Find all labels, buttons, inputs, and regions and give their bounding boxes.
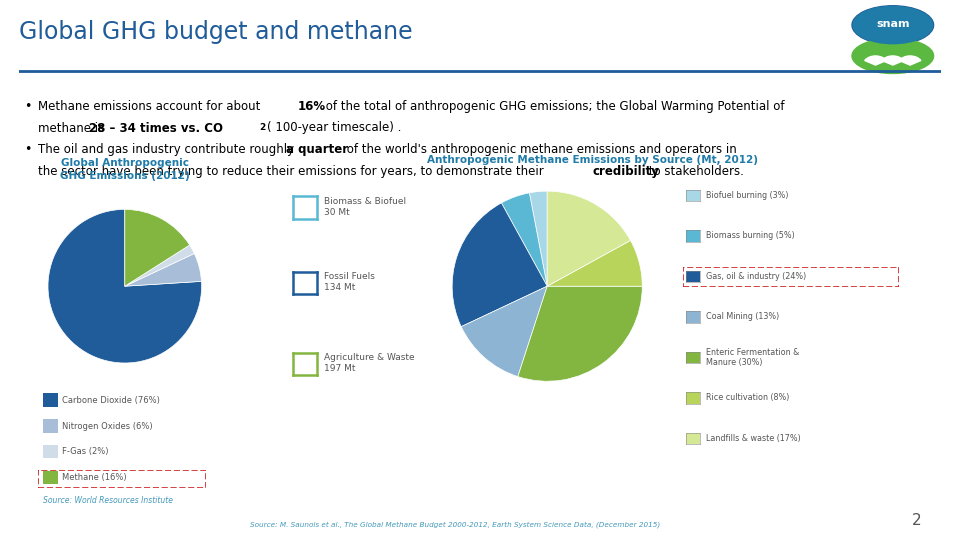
- Text: ( 100-year timescale) .: ( 100-year timescale) .: [267, 122, 401, 134]
- Text: of the total of anthropogenic GHG emissions; the Global Warming Potential of: of the total of anthropogenic GHG emissi…: [322, 100, 784, 113]
- Text: Methane emissions account for about: Methane emissions account for about: [38, 100, 265, 113]
- Wedge shape: [865, 56, 886, 65]
- Wedge shape: [547, 240, 642, 286]
- Ellipse shape: [852, 6, 932, 44]
- Text: snam: snam: [876, 19, 909, 29]
- Text: Biofuel burning (3%): Biofuel burning (3%): [706, 191, 788, 200]
- Text: Source: World Resources Institute: Source: World Resources Institute: [43, 496, 173, 505]
- Ellipse shape: [852, 38, 933, 73]
- Text: 16%: 16%: [298, 100, 325, 113]
- Text: Nitrogen Oxides (6%): Nitrogen Oxides (6%): [62, 422, 153, 430]
- Wedge shape: [900, 56, 921, 65]
- Text: Biomass burning (5%): Biomass burning (5%): [706, 232, 794, 240]
- Wedge shape: [547, 191, 631, 286]
- Wedge shape: [882, 56, 903, 65]
- Wedge shape: [461, 286, 547, 376]
- Text: Global Anthropogenic
GHG Emissions (2012): Global Anthropogenic GHG Emissions (2012…: [60, 158, 190, 181]
- Text: methane is: methane is: [38, 122, 108, 134]
- Text: Fossil Fuels
134 Mt: Fossil Fuels 134 Mt: [324, 272, 374, 293]
- Text: •: •: [24, 100, 32, 113]
- Text: Anthropogenic Methane Emissions by Source (Mt, 2012): Anthropogenic Methane Emissions by Sourc…: [427, 154, 758, 165]
- Text: 2: 2: [912, 513, 922, 528]
- Text: credibility: credibility: [592, 165, 660, 178]
- Text: Carbone Dioxide (76%): Carbone Dioxide (76%): [62, 396, 160, 404]
- Wedge shape: [125, 253, 202, 286]
- Wedge shape: [48, 210, 202, 363]
- Text: Methane (16%): Methane (16%): [62, 474, 127, 482]
- Text: Gas, oil & industry (24%): Gas, oil & industry (24%): [706, 272, 805, 281]
- Text: Coal Mining (13%): Coal Mining (13%): [706, 313, 779, 321]
- Text: Agriculture & Waste
197 Mt: Agriculture & Waste 197 Mt: [324, 353, 414, 374]
- Text: Biomass & Biofuel
30 Mt: Biomass & Biofuel 30 Mt: [324, 197, 406, 217]
- Wedge shape: [517, 286, 642, 381]
- Wedge shape: [452, 203, 547, 327]
- Text: of the world's anthropogenic methane emissions and operators in: of the world's anthropogenic methane emi…: [343, 143, 736, 156]
- Text: F-Gas (2%): F-Gas (2%): [62, 448, 108, 456]
- Text: 28 – 34 times vs. CO: 28 – 34 times vs. CO: [89, 122, 224, 134]
- Wedge shape: [125, 245, 194, 286]
- Text: Global GHG budget and methane: Global GHG budget and methane: [19, 20, 413, 44]
- Text: 2: 2: [259, 123, 266, 132]
- Text: the sector have been trying to reduce their emissions for years, to demonstrate : the sector have been trying to reduce th…: [38, 165, 548, 178]
- Wedge shape: [125, 210, 190, 286]
- Text: to stakeholders.: to stakeholders.: [645, 165, 744, 178]
- Text: Landfills & waste (17%): Landfills & waste (17%): [706, 434, 801, 443]
- Text: •: •: [24, 143, 32, 156]
- Text: The oil and gas industry contribute roughly: The oil and gas industry contribute roug…: [38, 143, 299, 156]
- Wedge shape: [501, 193, 547, 286]
- Text: Rice cultivation (8%): Rice cultivation (8%): [706, 394, 789, 402]
- Text: Source: M. Saunois et al., The Global Methane Budget 2000-2012, Earth System Sci: Source: M. Saunois et al., The Global Me…: [250, 522, 660, 528]
- Text: Enteric Fermentation &
Manure (30%): Enteric Fermentation & Manure (30%): [706, 348, 799, 367]
- Text: a quarter: a quarter: [286, 143, 348, 156]
- Wedge shape: [529, 191, 547, 286]
- Ellipse shape: [852, 6, 933, 44]
